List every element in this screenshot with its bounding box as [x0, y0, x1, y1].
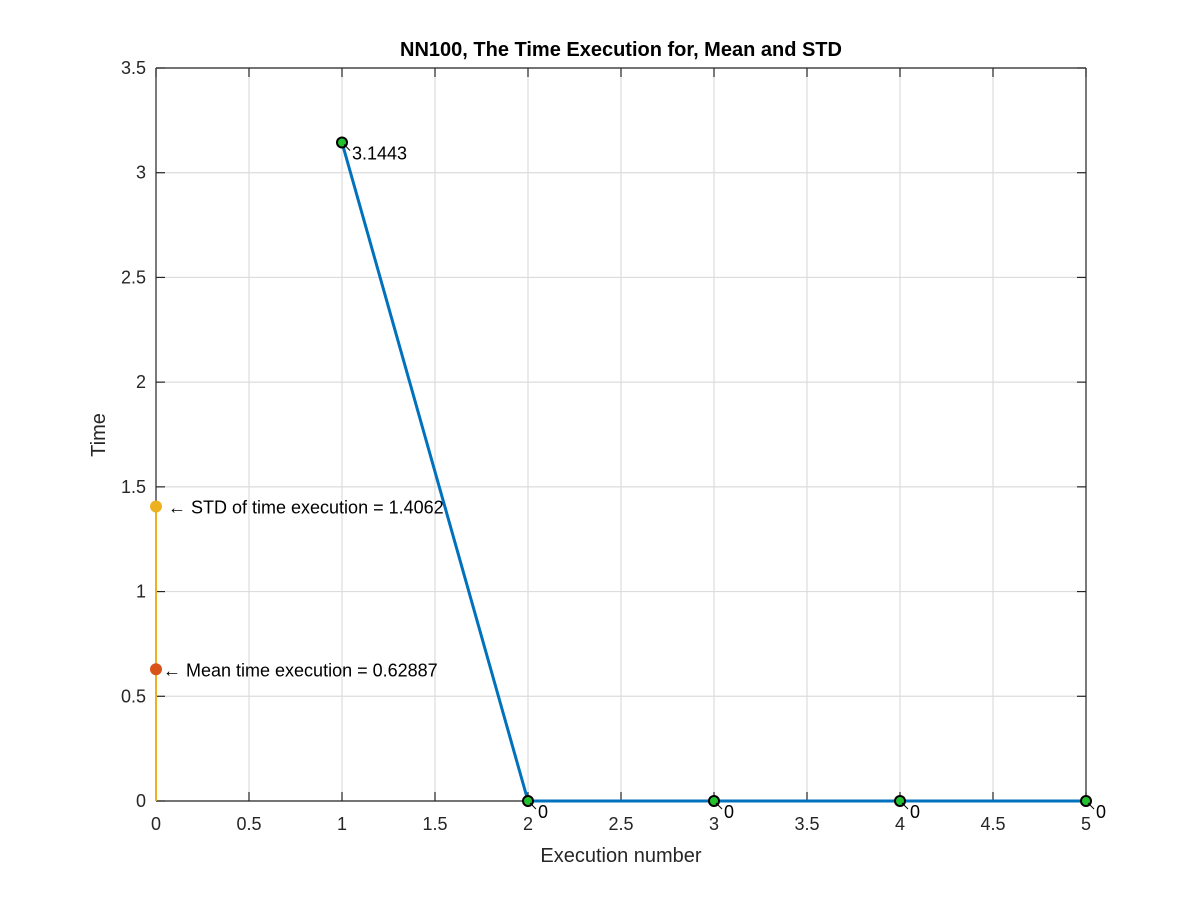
- data-label: 0: [1096, 802, 1106, 822]
- y-tick-label: 3: [136, 163, 146, 183]
- data-label: 0: [724, 802, 734, 822]
- data-label-arrow: [901, 802, 909, 810]
- data-label-arrow: [529, 802, 537, 810]
- x-tick-label: 0: [151, 814, 161, 834]
- x-tick-label: 1: [337, 814, 347, 834]
- data-label: 0: [538, 802, 548, 822]
- y-tick-label: 1: [136, 582, 146, 602]
- data-label-arrow: [1087, 802, 1095, 810]
- std-marker: [150, 500, 162, 513]
- series-layer: 3.1443 0 0 0 0: [336, 136, 1106, 822]
- y-tick-label: 2: [136, 372, 146, 392]
- data-label: 0: [910, 802, 920, 822]
- y-tick-label: 0: [136, 791, 146, 811]
- x-tick-label: 3: [709, 814, 719, 834]
- x-tick-label: 3.5: [794, 814, 819, 834]
- y-tick-label: 1.5: [121, 477, 146, 497]
- std-annotation: ← STD of time execution = 1.4062: [168, 498, 444, 518]
- data-label-arrow: [715, 802, 723, 810]
- stats-layer: [150, 500, 162, 801]
- x-tick-label: 2.5: [608, 814, 633, 834]
- x-tick-label: 5: [1081, 814, 1091, 834]
- y-axis-label: Time: [88, 413, 110, 457]
- y-tick-label: 0.5: [121, 686, 146, 706]
- data-label: 3.1443: [352, 143, 407, 163]
- x-tick-label: 4.5: [980, 814, 1005, 834]
- y-tick-label: 2.5: [121, 267, 146, 287]
- ticks: 0 0.5 1 1.5 2 2.5 3 3.5 4 4.5 5 0 0.5 1 1.5 2 2.5 3 3.5: [121, 58, 1091, 834]
- x-tick-label: 0.5: [236, 814, 261, 834]
- x-tick-label: 1.5: [422, 814, 447, 834]
- std-label: ← STD of time execution = 1.4062: [168, 498, 444, 518]
- y-tick-label: 3.5: [121, 58, 146, 78]
- data-label-arrow: [343, 144, 351, 151]
- mean-label: ← Mean time execution = 0.62887: [163, 660, 438, 680]
- x-tick-label: 2: [523, 814, 533, 834]
- x-tick-label: 4: [895, 814, 905, 834]
- x-axis-label: Execution number: [540, 845, 702, 867]
- mean-annotation: ← Mean time execution = 0.62887: [163, 660, 438, 680]
- chart-title: NN100, The Time Execution for, Mean and …: [400, 39, 842, 61]
- mean-marker: [150, 663, 162, 676]
